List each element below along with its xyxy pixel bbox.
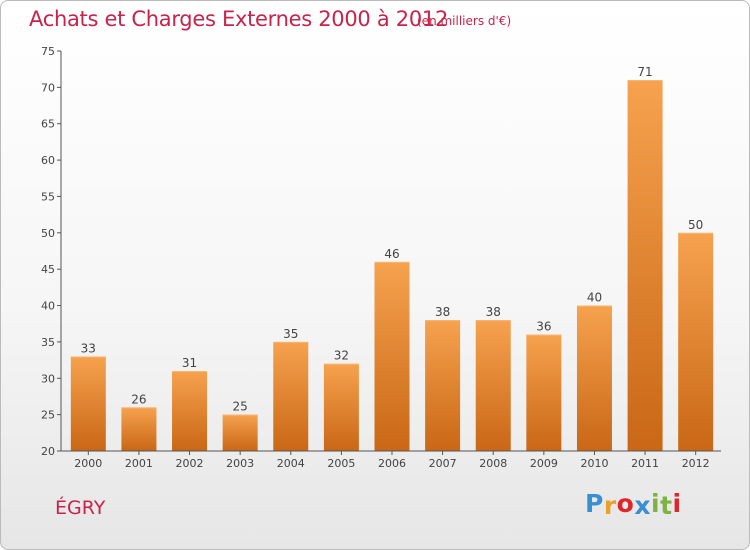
bar	[273, 341, 309, 451]
logo-letter: i	[651, 489, 661, 518]
y-tick-label: 55	[41, 190, 55, 203]
bars-layer: 33 26 31 25 35 32 46 38 38 36 40 71 50	[70, 65, 714, 451]
axes: 20 25 30 35 40 45 50 55 60 65 70 75 2000 2001 2002 2003…	[41, 45, 721, 470]
x-tick-label: 2010	[580, 457, 608, 470]
logo-letter: i	[672, 489, 682, 518]
bar	[425, 320, 461, 451]
x-tick-label: 2005	[327, 457, 355, 470]
data-label: 36	[536, 320, 551, 334]
x-tick-label: 2003	[226, 457, 254, 470]
x-tick-label: 2006	[378, 457, 406, 470]
bar	[576, 305, 612, 451]
bar	[121, 407, 157, 451]
y-tick-label: 35	[41, 336, 55, 349]
y-tick-label: 25	[41, 409, 55, 422]
bar	[627, 80, 663, 451]
y-tick-label: 40	[41, 300, 55, 313]
bar	[70, 356, 106, 451]
logo-letter: r	[603, 491, 617, 520]
x-tick-label: 2012	[682, 457, 710, 470]
x-tick-label: 2008	[479, 457, 507, 470]
x-tick-label: 2001	[125, 457, 153, 470]
data-label: 40	[587, 291, 602, 305]
x-tick-label: 2011	[631, 457, 659, 470]
bar	[475, 320, 511, 451]
data-label: 31	[182, 356, 197, 370]
proxiti-logo[interactable]: Proxiti	[585, 489, 682, 520]
bar	[323, 363, 359, 451]
town-name: ÉGRY	[55, 497, 106, 519]
y-tick-label: 65	[41, 118, 55, 131]
bar	[222, 414, 258, 451]
x-tick-label: 2000	[74, 457, 102, 470]
y-tick-label: 70	[41, 81, 55, 94]
data-label: 38	[486, 305, 501, 319]
chart-subtitle: (en milliers d'€)	[417, 14, 512, 28]
chart-title: Achats et Charges Externes 2000 à 2012	[29, 7, 449, 31]
logo-letter: P	[585, 489, 604, 518]
data-label: 25	[233, 400, 248, 414]
x-tick-label: 2009	[530, 457, 558, 470]
bar	[526, 334, 562, 451]
x-tick-label: 2004	[277, 457, 305, 470]
data-label: 50	[688, 218, 703, 232]
x-tick-label: 2002	[176, 457, 204, 470]
data-label: 46	[384, 247, 399, 261]
data-label: 33	[81, 341, 96, 355]
data-label: 26	[131, 392, 146, 406]
data-label: 32	[334, 349, 349, 363]
bar	[678, 232, 714, 451]
data-label: 71	[637, 65, 652, 79]
y-tick-label: 75	[41, 45, 55, 58]
y-tick-label: 20	[41, 445, 55, 458]
y-tick-label: 50	[41, 227, 55, 240]
y-tick-label: 60	[41, 154, 55, 167]
logo-letter: o	[616, 489, 635, 518]
logo-letter: x	[634, 491, 651, 520]
y-tick-label: 30	[41, 372, 55, 385]
y-tick-label: 45	[41, 263, 55, 276]
data-label: 35	[283, 327, 298, 341]
bar	[172, 371, 208, 451]
data-label: 38	[435, 305, 450, 319]
logo-letter: t	[660, 491, 673, 520]
bar	[374, 261, 410, 451]
x-tick-label: 2007	[429, 457, 457, 470]
